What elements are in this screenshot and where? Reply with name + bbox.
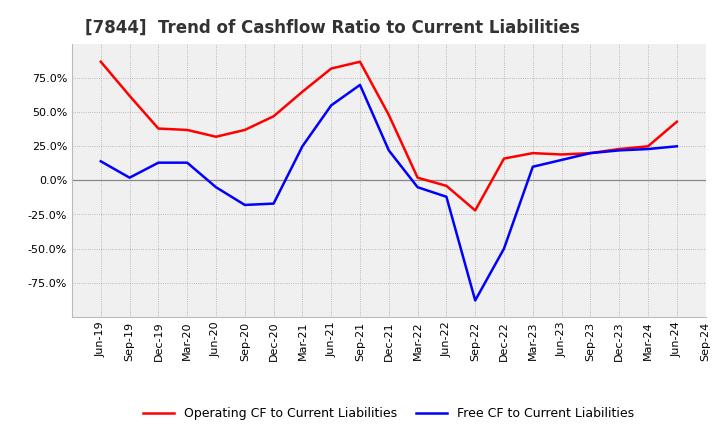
Operating CF to Current Liabilities <box>615 147 624 152</box>
Operating CF to Current Liabilities <box>154 126 163 131</box>
Free CF to Current Liabilities <box>212 185 220 190</box>
Free CF to Current Liabilities <box>183 160 192 165</box>
Line: Operating CF to Current Liabilities: Operating CF to Current Liabilities <box>101 62 677 210</box>
Free CF to Current Liabilities <box>384 148 393 153</box>
Text: [7844]  Trend of Cashflow Ratio to Current Liabilities: [7844] Trend of Cashflow Ratio to Curren… <box>85 19 580 37</box>
Operating CF to Current Liabilities <box>500 156 508 161</box>
Free CF to Current Liabilities <box>557 158 566 163</box>
Operating CF to Current Liabilities <box>672 119 681 125</box>
Operating CF to Current Liabilities <box>557 152 566 157</box>
Operating CF to Current Liabilities <box>240 127 249 132</box>
Operating CF to Current Liabilities <box>96 59 105 64</box>
Operating CF to Current Liabilities <box>528 150 537 156</box>
Operating CF to Current Liabilities <box>586 150 595 156</box>
Free CF to Current Liabilities <box>356 82 364 88</box>
Free CF to Current Liabilities <box>672 143 681 149</box>
Free CF to Current Liabilities <box>240 202 249 208</box>
Operating CF to Current Liabilities <box>212 134 220 139</box>
Free CF to Current Liabilities <box>125 175 134 180</box>
Operating CF to Current Liabilities <box>298 89 307 94</box>
Free CF to Current Liabilities <box>269 201 278 206</box>
Free CF to Current Liabilities <box>442 194 451 199</box>
Free CF to Current Liabilities <box>500 246 508 251</box>
Operating CF to Current Liabilities <box>125 93 134 99</box>
Free CF to Current Liabilities <box>154 160 163 165</box>
Free CF to Current Liabilities <box>96 159 105 164</box>
Free CF to Current Liabilities <box>528 164 537 169</box>
Operating CF to Current Liabilities <box>356 59 364 64</box>
Operating CF to Current Liabilities <box>269 114 278 119</box>
Operating CF to Current Liabilities <box>183 127 192 132</box>
Operating CF to Current Liabilities <box>471 208 480 213</box>
Legend: Operating CF to Current Liabilities, Free CF to Current Liabilities: Operating CF to Current Liabilities, Fre… <box>138 402 639 425</box>
Operating CF to Current Liabilities <box>644 143 652 149</box>
Line: Free CF to Current Liabilities: Free CF to Current Liabilities <box>101 85 677 301</box>
Operating CF to Current Liabilities <box>327 66 336 71</box>
Free CF to Current Liabilities <box>471 298 480 303</box>
Free CF to Current Liabilities <box>615 148 624 153</box>
Operating CF to Current Liabilities <box>384 112 393 117</box>
Free CF to Current Liabilities <box>298 143 307 149</box>
Free CF to Current Liabilities <box>586 150 595 156</box>
Operating CF to Current Liabilities <box>413 175 422 180</box>
Free CF to Current Liabilities <box>413 185 422 190</box>
Free CF to Current Liabilities <box>327 103 336 108</box>
Free CF to Current Liabilities <box>644 147 652 152</box>
Operating CF to Current Liabilities <box>442 183 451 188</box>
